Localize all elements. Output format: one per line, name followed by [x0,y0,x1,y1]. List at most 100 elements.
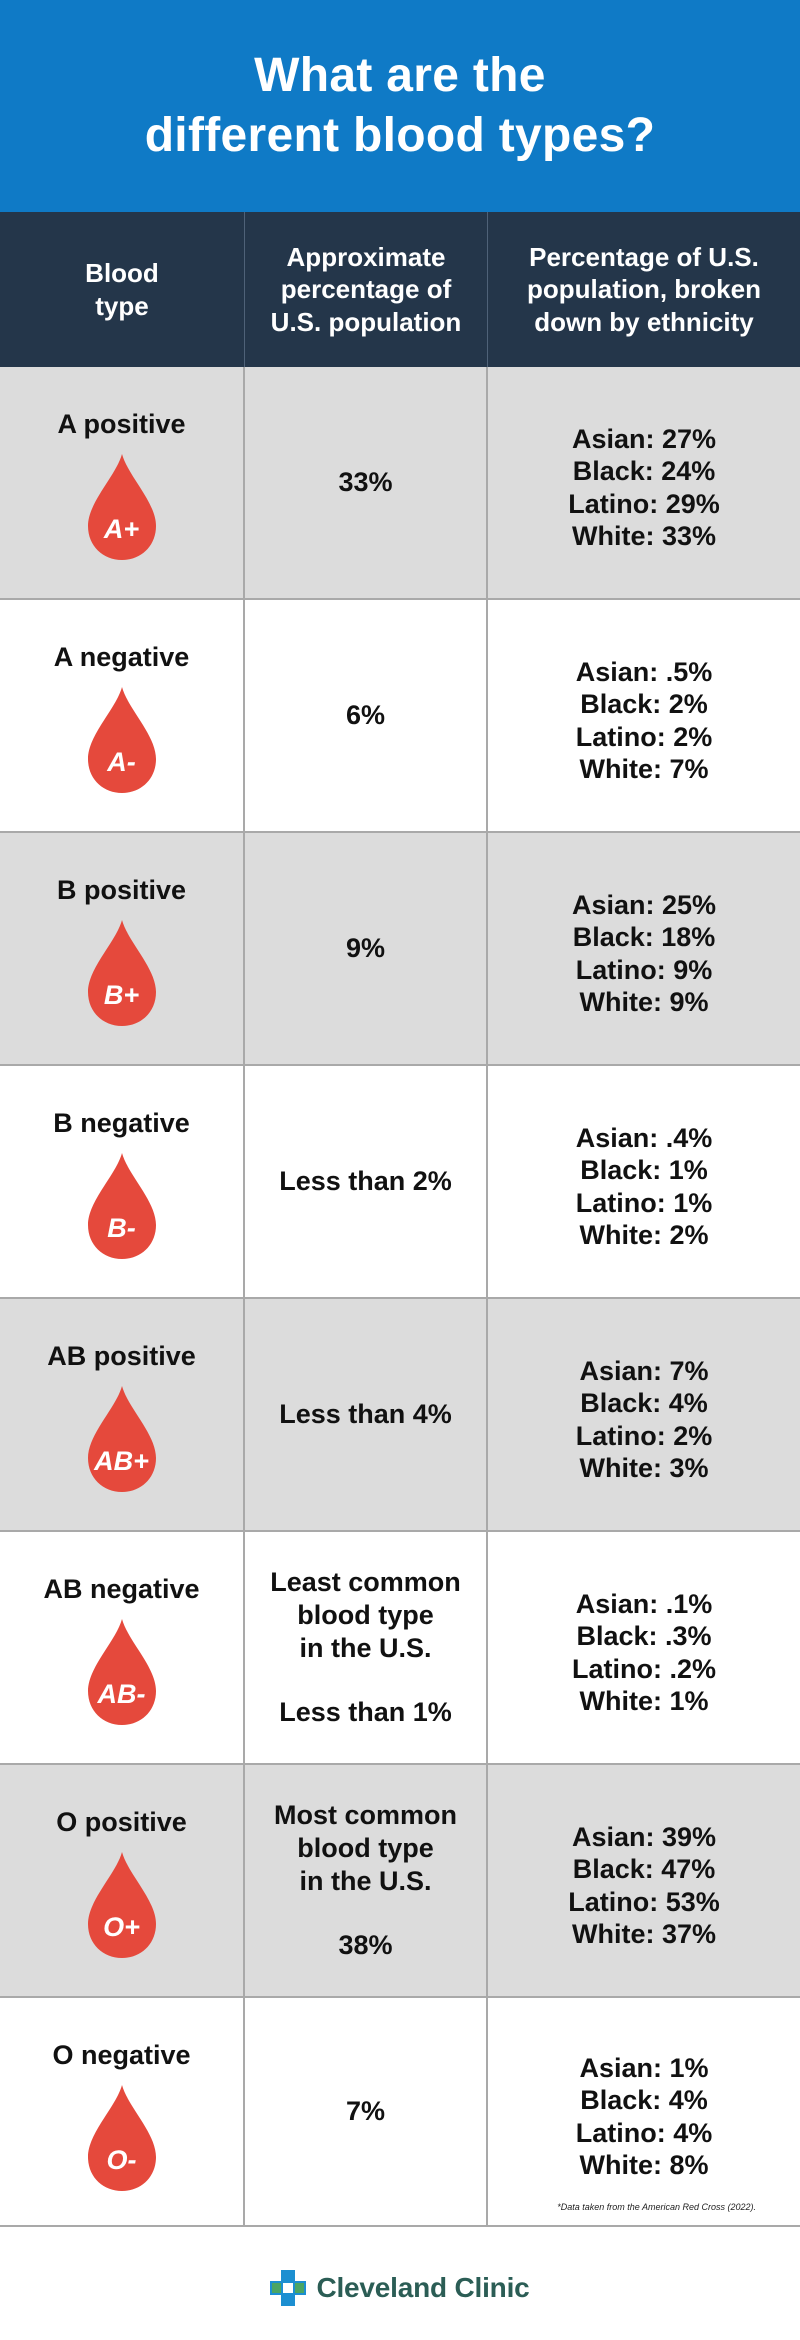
ethnicity-percentage: White: 2% [579,1219,709,1250]
blood-type-name: A negative [53,642,190,672]
header-text: U.S. population [270,306,462,337]
blood-type-cell: AB negative AB- [0,1532,245,1763]
approx-percentage-text: Least common blood type in the U.S. Less th… [270,1566,461,1730]
ethnicity-breakdown-cell: Asian: 7% Black: 4% Latino: 2% White: 3% [488,1299,800,1530]
ethnicity-percentage: White: 7% [579,753,709,784]
ethnicity-percentage: Asian: 7% [579,1355,709,1386]
ethnicity-percentage: Latino: 2% [575,721,713,752]
cleveland-clinic-logo: Cleveland Clinic [270,2270,530,2306]
approx-percentage-value: 9% [345,933,386,964]
approx-percentage-cell: 33% [245,367,488,598]
blood-drop-label: O+ [103,1912,140,1942]
title-line-2: different blood types? [144,109,656,162]
ethnicity-percentage: Latino: .2% [571,1653,716,1684]
blood-drop-label: AB+ [94,1446,149,1476]
approx-percentage-value: Less than 2% [279,1166,452,1197]
ethnicity-breakdown-cell: Asian: 27% Black: 24% Latino: 29% White: 33… [488,367,800,598]
title-line-1: What are the [254,48,546,102]
approx-percentage-cell: 9% [245,833,488,1064]
ethnicity-percentage: White: 8% [579,2149,709,2180]
blood-drop-label: A+ [103,514,140,544]
approx-percentage-value: Less than 1% [279,1697,452,1728]
table-row: AB negative AB- Least common blood type in t… [0,1532,800,1765]
blood-type-name: O positive [56,1807,187,1837]
table-row: B negative B- Less than 2% Asian: .4% Black:… [0,1066,800,1299]
header-text: Approximate [286,242,446,273]
ethnicity-breakdown-cell: Asian: .4% Black: 1% Latino: 1% White: 2% [488,1066,800,1297]
footer: Cleveland Clinic [0,2244,800,2340]
table-row: A negative A- 6% Asian: .5% Black: 2% Latino:… [0,600,800,833]
rarity-note-line: Most common [273,1799,457,1830]
approx-percentage-cell: Less than 2% [245,1066,488,1297]
approx-percentage-value: Less than 4% [279,1399,452,1430]
header-text: Blood [85,258,159,289]
blood-type-name: B negative [53,1108,190,1138]
brand-name: Cleveland Clinic [316,2272,530,2303]
approx-percentage-cell: Less than 4% [245,1299,488,1530]
approx-percentage-value: 6% [345,700,386,731]
header-text: type [95,290,149,321]
ethnicity-breakdown-cell: Asian: 1% Black: 4% Latino: 4% White: 8% *Da… [488,1998,800,2225]
blood-type-name: O negative [52,2040,191,2070]
rarity-note-line: blood type [297,1832,434,1863]
ethnicity-breakdown-cell: Asian: .1% Black: .3% Latino: .2% White: 1% [488,1532,800,1763]
blood-drop-icon: B- [87,1153,156,1259]
ethnicity-percentage: Asian: .5% [575,656,713,687]
table-row: A positive A+ 33% Asian: 27% Black: 24% Latin… [0,367,800,600]
approx-percentage-cell: 7% [245,1998,488,2225]
ethnicity-percentage: Asian: .4% [575,1122,713,1153]
title-banner: What are the different blood types? [0,0,800,212]
approx-percentage-value: 33% [338,467,393,498]
header-blood-type: Blood type [0,212,245,367]
table-header: Blood type Approximate percentage of U.S… [0,212,800,367]
approx-percentage-value: 38% [338,1930,393,1961]
data-source-footnote: *Data taken from the American Red Cross … [557,2202,756,2213]
rarity-note-line: Least common [270,1566,461,1597]
blood-type-cell: O negative O- [0,1998,245,2225]
ethnicity-percentage: White: 9% [579,986,709,1017]
blood-drop-label: B- [107,1213,136,1243]
blood-type-cell: A negative A- [0,600,245,831]
ethnicity-percentage: Asian: 25% [571,889,717,920]
ethnicity-percentage: Latino: 1% [575,1187,713,1218]
blood-drop-icon: A- [87,687,156,793]
ethnicity-percentage: Black: 18% [572,922,716,953]
approx-percentage-text: Less than 2% [279,1165,452,1198]
ethnicity-percentage: Black: 4% [580,1388,708,1419]
table-row: B positive B+ 9% Asian: 25% Black: 18% Latino… [0,833,800,1066]
ethnicity-percentage: Latino: 53% [568,1886,720,1917]
blood-drop-icon: AB- [87,1619,156,1725]
ethnicity-percentage: Black: 2% [580,689,708,720]
approx-percentage-text: 7% [346,2095,385,2128]
table-row: O positive O+ Most common blood type in the … [0,1765,800,1998]
ethnicity-percentage: Black: 1% [580,1155,708,1186]
ethnicity-breakdown-cell: Asian: 39% Black: 47% Latino: 53% White: 37… [488,1765,800,1996]
blood-drop-icon: A+ [87,454,156,560]
ethnicity-percentage: Black: 24% [572,456,716,487]
approx-percentage-cell: 6% [245,600,488,831]
header-text: percentage of [280,274,452,305]
ethnicity-percentage: Asian: .1% [575,1588,713,1619]
ethnicity-percentage: Latino: 2% [575,1420,713,1451]
approx-percentage-text: 33% [338,466,392,499]
ethnicity-percentage: Latino: 9% [575,954,713,985]
header-text: population, broken [527,274,761,305]
ethnicity-percentage: Latino: 29% [568,488,720,519]
table-row: AB positive AB+ Less than 4% Asian: 7% Black… [0,1299,800,1532]
blood-drop-icon: O- [87,2085,156,2191]
header-text: down by ethnicity [534,306,754,337]
approx-percentage-text: 6% [346,699,385,732]
cleveland-clinic-logo-icon [270,2270,307,2306]
approx-percentage-text: Most common blood type in the U.S. 38% [274,1799,457,1963]
blood-drop-label: AB- [97,1679,146,1709]
header-ethnicity-percentage: Percentage of U.S. population, broken do… [488,212,800,367]
blood-type-cell: B negative B- [0,1066,245,1297]
ethnicity-breakdown-cell: Asian: .5% Black: 2% Latino: 2% White: 7% [488,600,800,831]
blood-type-cell: B positive B+ [0,833,245,1064]
blood-type-name: B positive [56,875,187,905]
ethnicity-percentage: Black: 4% [580,2085,708,2116]
ethnicity-percentage: Black: .3% [576,1621,712,1652]
approx-percentage-text: 9% [346,932,385,965]
blood-type-cell: O positive O+ [0,1765,245,1996]
ethnicity-percentage: White: 1% [579,1685,709,1716]
